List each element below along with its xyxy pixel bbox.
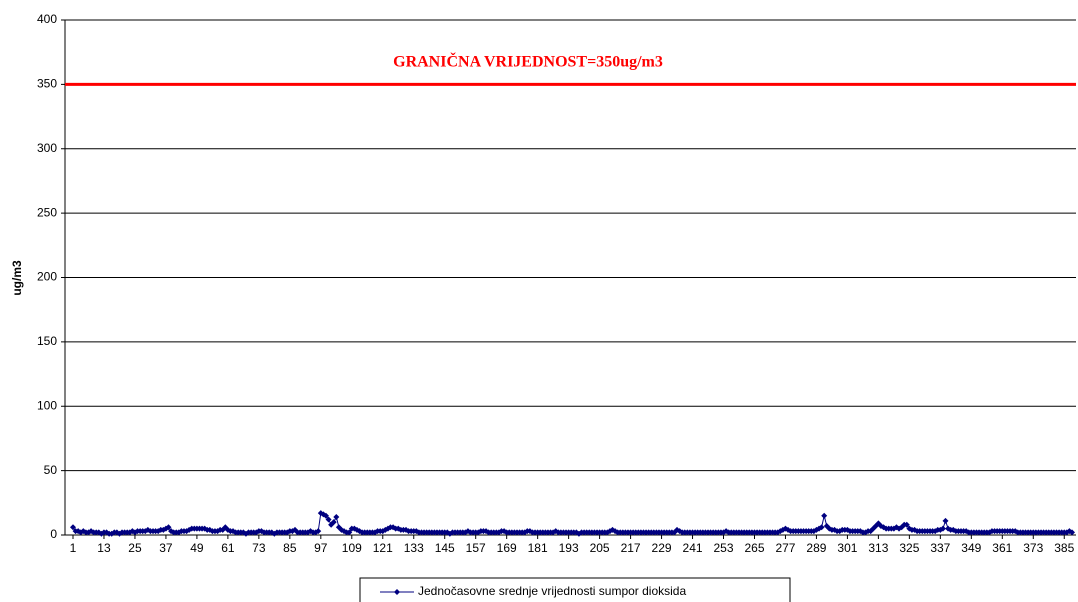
marker bbox=[346, 529, 353, 536]
y-tick-label: 250 bbox=[37, 205, 57, 219]
marker bbox=[903, 521, 910, 528]
x-tick-label: 241 bbox=[683, 541, 703, 555]
x-tick-label: 109 bbox=[342, 541, 362, 555]
y-tick-label: 100 bbox=[37, 398, 57, 412]
y-tick-label: 0 bbox=[50, 527, 57, 541]
x-tick-label: 373 bbox=[1023, 541, 1043, 555]
marker bbox=[330, 519, 337, 526]
marker bbox=[333, 513, 340, 520]
x-tick-label: 1 bbox=[70, 541, 77, 555]
annotation: GRANIČNA VRIJEDNOST=350ug/m3 bbox=[393, 52, 663, 71]
x-tick-label: 157 bbox=[466, 541, 486, 555]
x-tick-label: 169 bbox=[497, 541, 517, 555]
y-axis-label: ug/m3 bbox=[10, 260, 24, 296]
legend-box bbox=[359, 577, 791, 602]
x-tick-label: 97 bbox=[314, 541, 328, 555]
x-tick-label: 49 bbox=[190, 541, 204, 555]
marker bbox=[165, 524, 172, 531]
x-tick-label: 253 bbox=[713, 541, 733, 555]
x-tick-label: 73 bbox=[252, 541, 266, 555]
marker bbox=[1069, 529, 1075, 536]
x-tick-label: 277 bbox=[775, 541, 795, 555]
x-tick-label: 133 bbox=[404, 541, 424, 555]
x-tick-label: 145 bbox=[435, 541, 455, 555]
x-tick-label: 13 bbox=[97, 541, 111, 555]
x-tick-label: 289 bbox=[806, 541, 826, 555]
marker bbox=[939, 525, 946, 532]
x-tick-label: 25 bbox=[128, 541, 142, 555]
marker bbox=[942, 517, 949, 524]
x-tick-label: 301 bbox=[837, 541, 857, 555]
x-tick-label: 325 bbox=[899, 541, 919, 555]
marker bbox=[818, 524, 825, 531]
y-tick-label: 350 bbox=[37, 77, 57, 91]
marker bbox=[70, 524, 76, 531]
marker bbox=[315, 528, 322, 535]
y-tick-label: 50 bbox=[44, 463, 58, 477]
y-tick-label: 150 bbox=[37, 334, 57, 348]
x-tick-label: 265 bbox=[744, 541, 764, 555]
marker bbox=[821, 512, 828, 519]
x-tick-label: 85 bbox=[283, 541, 297, 555]
y-tick-label: 200 bbox=[37, 270, 57, 284]
x-tick-label: 313 bbox=[868, 541, 888, 555]
x-tick-label: 37 bbox=[159, 541, 173, 555]
marker bbox=[325, 516, 332, 523]
x-tick-label: 181 bbox=[528, 541, 548, 555]
y-tick-label: 300 bbox=[37, 141, 57, 155]
x-tick-label: 337 bbox=[930, 541, 950, 555]
marker bbox=[322, 512, 329, 519]
x-tick-label: 121 bbox=[373, 541, 393, 555]
x-tick-label: 61 bbox=[221, 541, 235, 555]
x-tick-label: 361 bbox=[992, 541, 1012, 555]
x-tick-label: 385 bbox=[1054, 541, 1074, 555]
legend-label: Jednočasovne srednje vrijednosti sumpor … bbox=[418, 584, 686, 598]
x-tick-label: 349 bbox=[961, 541, 981, 555]
legend-marker bbox=[394, 589, 400, 595]
x-tick-label: 229 bbox=[652, 541, 672, 555]
x-tick-label: 205 bbox=[590, 541, 610, 555]
y-tick-label: 400 bbox=[37, 12, 57, 26]
x-tick-label: 193 bbox=[559, 541, 579, 555]
x-tick-label: 217 bbox=[621, 541, 641, 555]
